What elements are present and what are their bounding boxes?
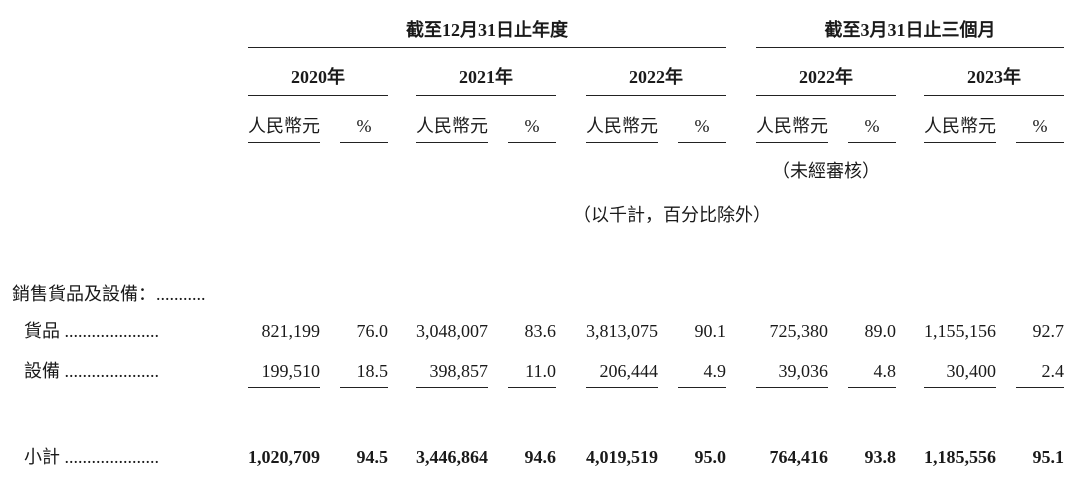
col-currency-header: 人民幣元 [924,116,996,136]
unaudited-note: （未經審核） [772,161,880,181]
row-label-goods: 貨品 ..................... [24,321,159,341]
cell-pct: 11.0 [525,361,556,381]
cell-pct: 92.7 [1032,321,1065,341]
subtotal-value: 4,019,519 [586,447,658,467]
subtotal-rule [508,387,556,388]
subtotal-value: 1,185,556 [924,447,996,467]
subtotal-rule [416,387,488,388]
cell-value: 3,048,007 [416,321,488,341]
cell-pct: 2.4 [1041,361,1065,381]
col-currency-header: 人民幣元 [756,116,828,136]
cell-value: 39,036 [778,361,829,381]
subtotal-value: 3,446,864 [416,447,488,467]
subtotal-rule [756,387,828,388]
col-rule [248,142,320,143]
col-rule [924,142,996,143]
subtotal-rule [924,387,996,388]
period-quarter-header: 截至3月31日止三個月 [824,20,996,40]
cell-value: 3,813,075 [586,321,658,341]
col-rule [848,142,896,143]
cell-pct: 83.6 [524,321,557,341]
subtotal-pct: 94.6 [524,447,557,467]
col-rule [586,142,658,143]
col-pct-header: % [524,116,540,136]
year-2022-q-header: 2022年 [799,67,853,87]
subtotal-rule [1016,387,1064,388]
col-pct-header: % [864,116,880,136]
subtotal-pct: 93.8 [864,447,897,467]
col-currency-header: 人民幣元 [416,116,488,136]
year-rule-2022 [586,95,726,96]
col-pct-header: % [356,116,372,136]
cell-value: 30,400 [946,361,997,381]
unit-note: （以千計，百分比除外） [573,205,771,225]
period-year-header: 截至12月31日止年度 [406,20,568,40]
cell-value: 1,155,156 [924,321,996,341]
col-rule [1016,142,1064,143]
subtotal-pct: 95.0 [694,447,727,467]
col-rule [756,142,828,143]
col-rule [678,142,726,143]
col-rule [416,142,488,143]
cell-value: 821,199 [261,321,321,341]
col-pct-header: % [694,116,710,136]
section-label: 銷售貨品及設備：........... [12,284,206,304]
cell-value: 206,444 [599,361,659,381]
year-rule-2020 [248,95,388,96]
cell-value: 199,510 [261,361,321,381]
year-2020-header: 2020年 [291,67,345,87]
subtotal-rule [678,387,726,388]
cell-pct: 90.1 [694,321,727,341]
cell-pct: 4.9 [703,361,727,381]
cell-pct: 4.8 [873,361,897,381]
subtotal-rule [340,387,388,388]
subtotal-rule [848,387,896,388]
cell-pct: 18.5 [356,361,389,381]
subtotal-pct: 94.5 [356,447,389,467]
year-rule-2021 [416,95,556,96]
cell-pct: 89.0 [864,321,897,341]
row-label-equipment: 設備 ..................... [24,361,159,381]
col-currency-header: 人民幣元 [586,116,658,136]
subtotal-value: 764,416 [769,447,829,467]
year-rule-2023 [924,95,1064,96]
subtotal-rule [586,387,658,388]
year-rule-2022q [756,95,896,96]
subtotal-value: 1,020,709 [248,447,320,467]
cell-value: 398,857 [429,361,489,381]
subtotal-rule [248,387,320,388]
year-2023-header: 2023年 [967,67,1021,87]
subtotal-label: 小計 ..................... [24,447,159,467]
cell-value: 725,380 [769,321,829,341]
year-2022-header: 2022年 [629,67,683,87]
year-2021-header: 2021年 [459,67,513,87]
col-pct-header: % [1032,116,1048,136]
period-quarter-rule [756,47,1064,48]
cell-pct: 76.0 [356,321,389,341]
col-rule [340,142,388,143]
subtotal-pct: 95.1 [1032,447,1065,467]
col-currency-header: 人民幣元 [248,116,320,136]
col-rule [508,142,556,143]
period-year-rule [248,47,726,48]
